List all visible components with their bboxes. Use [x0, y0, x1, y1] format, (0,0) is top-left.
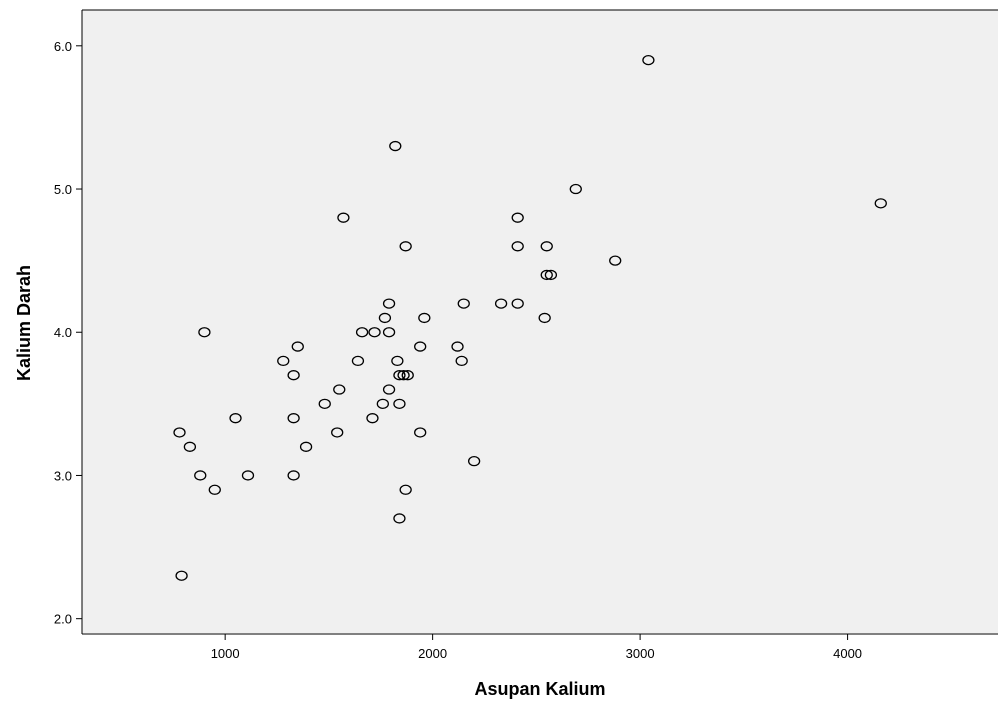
data-point: [287, 370, 300, 381]
data-point: [457, 298, 470, 309]
data-point: [540, 269, 553, 281]
x-tick-label: 3000: [626, 646, 655, 661]
data-point: [287, 413, 300, 424]
data-point: [494, 298, 508, 309]
data-point: [540, 241, 553, 252]
x-axis-title: Asupan Kalium: [474, 679, 605, 699]
data-point: [401, 370, 414, 381]
data-point: [397, 370, 410, 381]
data-point: [194, 470, 207, 481]
data-point: [391, 355, 404, 367]
data-point: [173, 427, 186, 438]
data-point: [355, 327, 369, 338]
data-point: [393, 513, 406, 524]
x-tick-label: 2000: [418, 646, 447, 661]
data-point: [544, 269, 558, 281]
data-point: [609, 255, 622, 266]
data-point: [183, 441, 197, 452]
data-point: [389, 140, 402, 152]
data-point: [511, 212, 524, 223]
y-tick-label: 3.0: [54, 468, 72, 483]
data-point: [366, 413, 379, 424]
data-point: [569, 183, 582, 195]
y-tick-label: 6.0: [54, 39, 72, 54]
data-point: [241, 470, 255, 481]
y-tick-label: 4.0: [54, 325, 72, 340]
data-point: [368, 327, 381, 338]
data-point: [382, 298, 396, 309]
y-tick-label: 2.0: [54, 612, 72, 627]
data-point: [414, 427, 427, 438]
data-point: [399, 241, 412, 252]
data-point: [393, 398, 406, 410]
data-point: [455, 355, 468, 367]
data-point: [414, 341, 427, 352]
data-point: [318, 398, 331, 410]
data-point: [175, 570, 188, 581]
data-point: [378, 312, 392, 324]
plot-area: [82, 10, 998, 633]
data-point: [291, 341, 304, 352]
data-point: [393, 370, 406, 381]
data-point: [418, 312, 431, 324]
data-point: [467, 455, 481, 467]
data-point: [451, 341, 464, 352]
data-point: [511, 241, 524, 252]
x-axis-ticks: 1000 2000 3000 4000: [211, 634, 862, 661]
data-point: [277, 355, 290, 367]
y-axis-title: Kalium Darah: [14, 265, 34, 381]
y-tick-label: 5.0: [54, 182, 72, 197]
data-point: [299, 441, 313, 452]
data-point: [538, 312, 551, 324]
data-point: [351, 355, 365, 367]
x-tick-label: 4000: [833, 646, 862, 661]
data-point: [399, 484, 412, 495]
data-point: [382, 384, 396, 395]
x-tick-label: 1000: [211, 646, 240, 661]
data-point: [376, 398, 389, 410]
data-point: [331, 427, 344, 438]
data-point: [382, 327, 396, 338]
data-point: [874, 198, 887, 209]
data-point: [229, 413, 242, 424]
data-points: [173, 54, 887, 581]
data-point: [511, 298, 524, 309]
data-point: [337, 212, 350, 223]
data-point: [333, 384, 346, 395]
data-point: [642, 54, 655, 66]
data-point: [287, 470, 300, 481]
data-point: [198, 327, 211, 338]
y-axis-ticks: 2.0 3.0 4.0 5.0 6.0: [54, 39, 82, 627]
data-point: [208, 484, 221, 495]
